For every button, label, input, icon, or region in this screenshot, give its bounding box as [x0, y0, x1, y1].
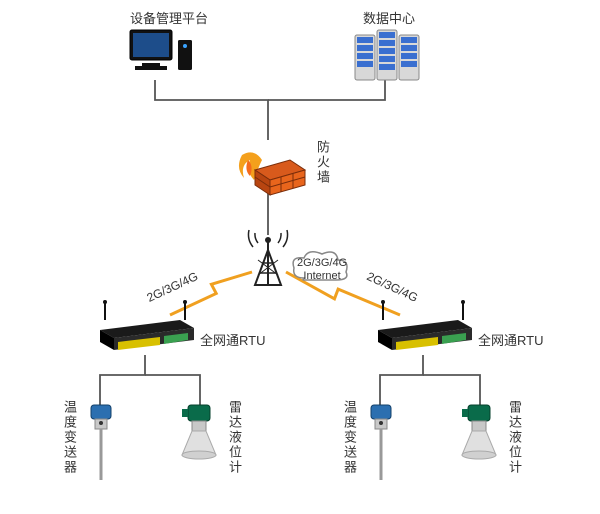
tower-icon: [249, 230, 288, 285]
rtu-right-icon: [378, 300, 472, 350]
firewall-icon: [239, 152, 305, 195]
rtu-left-label: 全网通RTU: [200, 330, 265, 349]
temp-sensor-left-icon: [91, 405, 111, 480]
radar-sensor-left-icon: [182, 405, 216, 459]
temp-left-label: 温度变送器: [60, 400, 79, 475]
firewall-label: 防火墙: [313, 140, 332, 185]
rtu-right-label: 全网通RTU: [478, 330, 543, 349]
radar-left-label: 雷达液位计: [225, 400, 244, 475]
servers-icon: [355, 30, 419, 80]
cloud-label: 2G/3G/4GInternet: [297, 257, 347, 283]
rtu-left-icon: [100, 300, 194, 350]
pc-label: 设备管理平台: [130, 8, 208, 27]
temp-sensor-right-icon: [371, 405, 391, 480]
radar-sensor-right-icon: [462, 405, 496, 459]
pc-icon: [130, 30, 192, 70]
servers-label: 数据中心: [363, 8, 415, 27]
temp-right-label: 温度变送器: [340, 400, 359, 475]
radar-right-label: 雷达液位计: [505, 400, 524, 475]
